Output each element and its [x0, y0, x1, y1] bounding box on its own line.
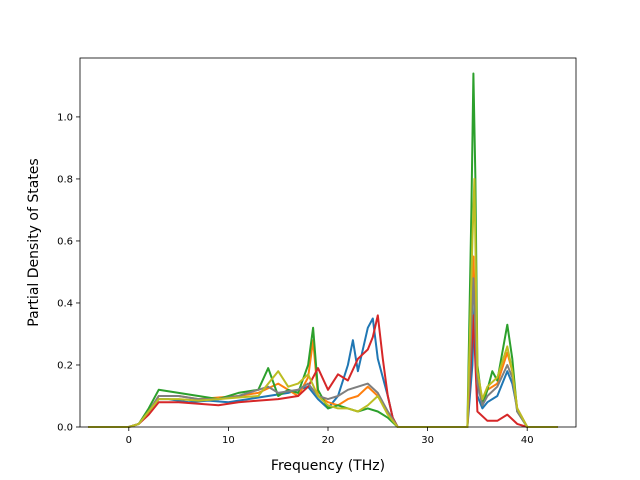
y-tick-label: 0.2 [57, 360, 73, 371]
series-line-6 [88, 177, 559, 428]
y-axis-ticks: 0.0 0.2 0.4 0.6 0.8 1.0 [57, 112, 80, 434]
x-tick-label: 40 [521, 435, 534, 446]
y-tick-label: 0.4 [57, 298, 73, 309]
x-tick-label: 20 [322, 435, 335, 446]
x-axis-label: Frequency (THz) [271, 458, 385, 474]
y-tick-label: 0.8 [57, 174, 73, 185]
y-tick-label: 0.6 [57, 236, 73, 247]
x-tick-label: 0 [126, 435, 132, 446]
x-axis-ticks: 0 10 20 30 40 [126, 427, 534, 446]
x-tick-label: 10 [222, 435, 235, 446]
series-line-4 [88, 314, 559, 428]
x-tick-label: 30 [421, 435, 434, 446]
y-tick-label: 1.0 [57, 112, 73, 123]
series-line-5 [88, 277, 559, 428]
series-line-1 [88, 302, 559, 428]
y-tick-label: 0.0 [57, 423, 73, 434]
series-line-3 [88, 72, 559, 428]
y-axis-label: Partial Density of States [26, 158, 42, 326]
series-layer [88, 72, 559, 428]
